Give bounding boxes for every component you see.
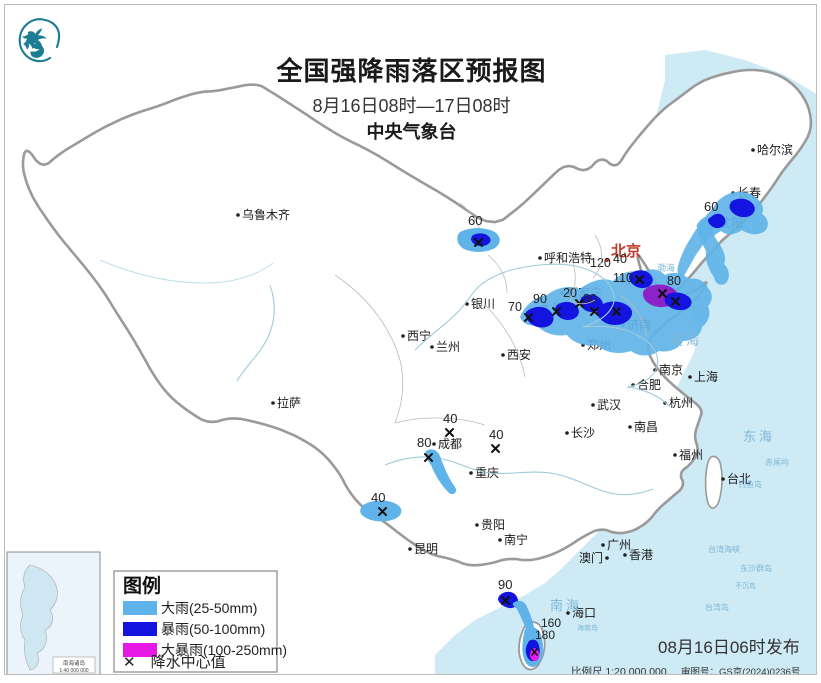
- svg-text:黄海: 黄海: [670, 333, 702, 348]
- svg-text:南昌: 南昌: [634, 419, 658, 434]
- svg-text:海口: 海口: [572, 605, 596, 620]
- svg-text:东沙群岛: 东沙群岛: [740, 563, 772, 573]
- svg-text:广州: 广州: [607, 538, 631, 552]
- svg-text:成都: 成都: [438, 437, 462, 451]
- svg-text:西宁: 西宁: [407, 328, 431, 343]
- svg-text:杭州: 杭州: [669, 395, 693, 410]
- svg-text:60: 60: [704, 199, 718, 214]
- svg-text:大雨(25-50mm): 大雨(25-50mm): [161, 600, 257, 616]
- svg-text:渤海: 渤海: [657, 262, 675, 273]
- svg-text:重庆: 重庆: [475, 466, 499, 480]
- svg-text:✕ 降水中心值: ✕ 降水中心值: [123, 654, 226, 671]
- svg-text:北京: 北京: [611, 242, 641, 260]
- svg-text:南海: 南海: [550, 598, 582, 613]
- svg-text:南京: 南京: [659, 362, 683, 377]
- svg-text:西安: 西安: [507, 347, 531, 362]
- svg-text:台北: 台北: [727, 471, 751, 486]
- svg-text:暴雨(50-100mm): 暴雨(50-100mm): [161, 621, 265, 637]
- svg-text:审图号：GS京(2024)0236号: 审图号：GS京(2024)0236号: [681, 666, 800, 675]
- svg-text:南宁: 南宁: [504, 532, 528, 547]
- svg-text:济南: 济南: [627, 317, 651, 332]
- svg-text:拉萨: 拉萨: [277, 395, 301, 410]
- svg-text:80: 80: [417, 435, 431, 450]
- svg-text:台湾海峡: 台湾海峡: [708, 544, 740, 554]
- svg-text:40: 40: [613, 252, 627, 266]
- svg-text:120: 120: [590, 256, 611, 270]
- svg-text:郑州: 郑州: [587, 337, 611, 352]
- svg-text:长春: 长春: [737, 186, 761, 200]
- svg-text:08月16日06时发布: 08月16日06时发布: [658, 638, 800, 657]
- svg-text:20: 20: [563, 286, 577, 300]
- svg-text:160: 160: [541, 616, 561, 630]
- svg-text:不沉岛: 不沉岛: [735, 581, 756, 590]
- svg-text:上海: 上海: [694, 369, 718, 384]
- svg-text:合肥: 合肥: [637, 377, 661, 392]
- svg-text:兰州: 兰州: [436, 340, 460, 354]
- svg-text:90: 90: [533, 292, 547, 306]
- svg-text:40: 40: [489, 427, 503, 442]
- svg-text:香港: 香港: [629, 548, 653, 562]
- svg-text:海南岛: 海南岛: [577, 623, 598, 632]
- svg-text:60: 60: [468, 213, 482, 228]
- svg-text:沈阳: 沈阳: [719, 215, 743, 230]
- svg-text:40: 40: [371, 490, 385, 505]
- svg-text:赤尾屿: 赤尾屿: [765, 458, 789, 467]
- svg-text:石家庄: 石家庄: [566, 285, 602, 300]
- svg-text:大暴雨(100-250mm): 大暴雨(100-250mm): [161, 642, 287, 658]
- svg-text:90: 90: [498, 577, 512, 592]
- svg-text:武汉: 武汉: [597, 398, 621, 412]
- svg-text:银川: 银川: [471, 297, 495, 311]
- svg-text:110: 110: [613, 271, 633, 285]
- svg-text:钓鱼岛: 钓鱼岛: [738, 479, 762, 489]
- svg-text:哈尔滨: 哈尔滨: [757, 142, 793, 157]
- svg-text:贵阳: 贵阳: [481, 518, 505, 532]
- svg-text:乌鲁木齐: 乌鲁木齐: [242, 207, 290, 222]
- svg-text:福州: 福州: [679, 447, 703, 462]
- svg-text:昆明: 昆明: [414, 542, 438, 556]
- svg-text:180: 180: [535, 628, 555, 642]
- svg-text:呼和浩特: 呼和浩特: [544, 250, 592, 265]
- svg-text:40: 40: [443, 411, 457, 426]
- svg-text:长沙: 长沙: [571, 426, 595, 440]
- svg-text:澳门: 澳门: [579, 550, 603, 565]
- svg-text:70: 70: [508, 300, 522, 314]
- svg-text:80: 80: [667, 274, 681, 288]
- svg-text:南海诸岛: 南海诸岛: [63, 659, 86, 667]
- svg-text:80: 80: [583, 292, 597, 306]
- svg-text:天津: 天津: [626, 273, 650, 287]
- svg-text:台湾岛: 台湾岛: [705, 602, 729, 612]
- svg-text:比例尺 1:20 000 000: 比例尺 1:20 000 000: [571, 665, 667, 675]
- svg-text:图例: 图例: [123, 574, 161, 597]
- svg-text:1:40 000 000: 1:40 000 000: [59, 668, 88, 674]
- svg-text:东海: 东海: [743, 429, 775, 444]
- svg-text:太原: 太原: [540, 300, 564, 315]
